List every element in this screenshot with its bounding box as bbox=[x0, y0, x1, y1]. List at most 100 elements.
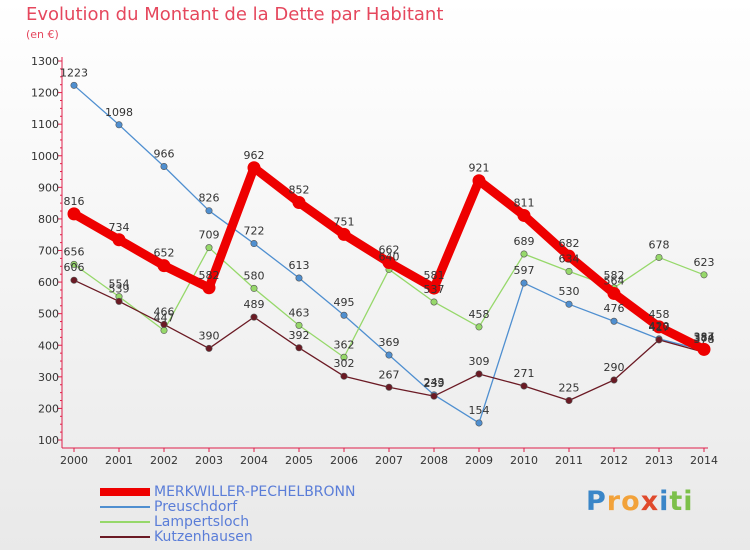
data-label: 564 bbox=[604, 274, 625, 287]
data-label: 392 bbox=[289, 329, 310, 342]
y-tick-label: 1300 bbox=[31, 55, 59, 68]
data-label: 530 bbox=[559, 285, 580, 298]
data-label: 816 bbox=[64, 195, 85, 208]
data-point bbox=[565, 397, 573, 405]
x-tick-label: 2000 bbox=[60, 454, 88, 467]
data-label: 539 bbox=[109, 282, 130, 295]
data-label: 826 bbox=[199, 192, 220, 205]
data-label: 362 bbox=[334, 338, 355, 351]
data-label: 384 bbox=[694, 331, 715, 344]
data-point bbox=[520, 279, 528, 287]
data-label: 613 bbox=[289, 259, 310, 272]
logo-letter: x bbox=[640, 486, 660, 517]
x-tick-label: 2012 bbox=[600, 454, 628, 467]
data-label: 369 bbox=[379, 336, 400, 349]
y-tick-label: 100 bbox=[38, 434, 59, 447]
data-point bbox=[115, 297, 123, 305]
y-tick-label: 500 bbox=[38, 308, 59, 321]
logo-letter: t bbox=[669, 486, 684, 517]
legend-swatch bbox=[100, 488, 150, 496]
data-label: 1223 bbox=[60, 66, 88, 79]
data-label: 466 bbox=[154, 305, 175, 318]
legend-swatch bbox=[100, 506, 150, 508]
data-label: 652 bbox=[154, 247, 175, 260]
data-point bbox=[430, 392, 438, 400]
data-point bbox=[340, 311, 348, 319]
x-tick-label: 2001 bbox=[105, 454, 133, 467]
data-point bbox=[67, 207, 81, 221]
legend-label: Preuschdorf bbox=[154, 499, 238, 515]
data-point bbox=[340, 353, 348, 361]
logo-letter: r bbox=[606, 486, 622, 517]
data-label: 678 bbox=[649, 238, 670, 251]
data-point bbox=[115, 121, 123, 129]
data-point bbox=[340, 372, 348, 380]
data-label: 1098 bbox=[105, 106, 133, 119]
data-label: 390 bbox=[199, 329, 220, 342]
data-point bbox=[160, 162, 168, 170]
data-label: 582 bbox=[199, 269, 220, 282]
data-label: 271 bbox=[514, 367, 535, 380]
data-label: 734 bbox=[109, 221, 130, 234]
data-point bbox=[700, 271, 708, 279]
data-point bbox=[292, 195, 306, 209]
data-point bbox=[430, 298, 438, 306]
logo-letter: i bbox=[659, 486, 670, 517]
data-point bbox=[475, 323, 483, 331]
data-label: 580 bbox=[244, 269, 265, 282]
data-label: 689 bbox=[514, 235, 535, 248]
data-point bbox=[382, 256, 396, 270]
x-tick-label: 2014 bbox=[690, 454, 718, 467]
data-point bbox=[70, 81, 78, 89]
data-label: 447 bbox=[154, 311, 175, 324]
data-point bbox=[565, 267, 573, 275]
data-point bbox=[385, 351, 393, 359]
data-label: 606 bbox=[64, 261, 85, 274]
data-label: 476 bbox=[604, 302, 625, 315]
x-tick-label: 2004 bbox=[240, 454, 268, 467]
data-point bbox=[475, 370, 483, 378]
data-point bbox=[250, 284, 258, 292]
x-tick-label: 2010 bbox=[510, 454, 538, 467]
data-label: 962 bbox=[244, 149, 265, 162]
data-point bbox=[520, 250, 528, 258]
data-label: 852 bbox=[289, 183, 310, 196]
y-tick-label: 800 bbox=[38, 213, 59, 226]
data-point bbox=[205, 244, 213, 252]
x-tick-label: 2008 bbox=[420, 454, 448, 467]
data-label: 582 bbox=[604, 269, 625, 282]
data-point bbox=[562, 249, 576, 263]
data-label: 458 bbox=[469, 308, 490, 321]
data-point bbox=[565, 300, 573, 308]
data-label: 302 bbox=[334, 357, 355, 370]
data-point bbox=[475, 419, 483, 427]
chart-subtitle: (en €) bbox=[26, 28, 59, 41]
data-point bbox=[205, 344, 213, 352]
x-tick-label: 2011 bbox=[555, 454, 583, 467]
logo-letter: P bbox=[586, 486, 607, 517]
data-point bbox=[607, 286, 621, 300]
x-tick-label: 2007 bbox=[375, 454, 403, 467]
y-tick-label: 200 bbox=[38, 402, 59, 415]
legend-swatch bbox=[100, 521, 150, 523]
y-tick-label: 700 bbox=[38, 245, 59, 258]
data-point bbox=[520, 382, 528, 390]
data-label: 554 bbox=[109, 278, 130, 291]
data-label: 243 bbox=[424, 376, 445, 389]
logo-letter: i bbox=[683, 486, 694, 517]
data-label: 581 bbox=[424, 269, 445, 282]
data-point bbox=[202, 281, 216, 295]
x-tick-label: 2003 bbox=[195, 454, 223, 467]
data-label: 640 bbox=[379, 250, 400, 263]
proxiti-logo: Proxiti bbox=[586, 486, 694, 517]
x-tick-label: 2002 bbox=[150, 454, 178, 467]
legend-label: MERKWILLER-PECHELBRONN bbox=[154, 484, 356, 500]
logo-letter: o bbox=[621, 486, 641, 517]
data-label: 921 bbox=[469, 162, 490, 175]
data-label: 722 bbox=[244, 225, 265, 238]
data-label: 309 bbox=[469, 355, 490, 368]
data-point bbox=[250, 240, 258, 248]
data-point bbox=[517, 208, 531, 222]
x-tick-label: 2009 bbox=[465, 454, 493, 467]
